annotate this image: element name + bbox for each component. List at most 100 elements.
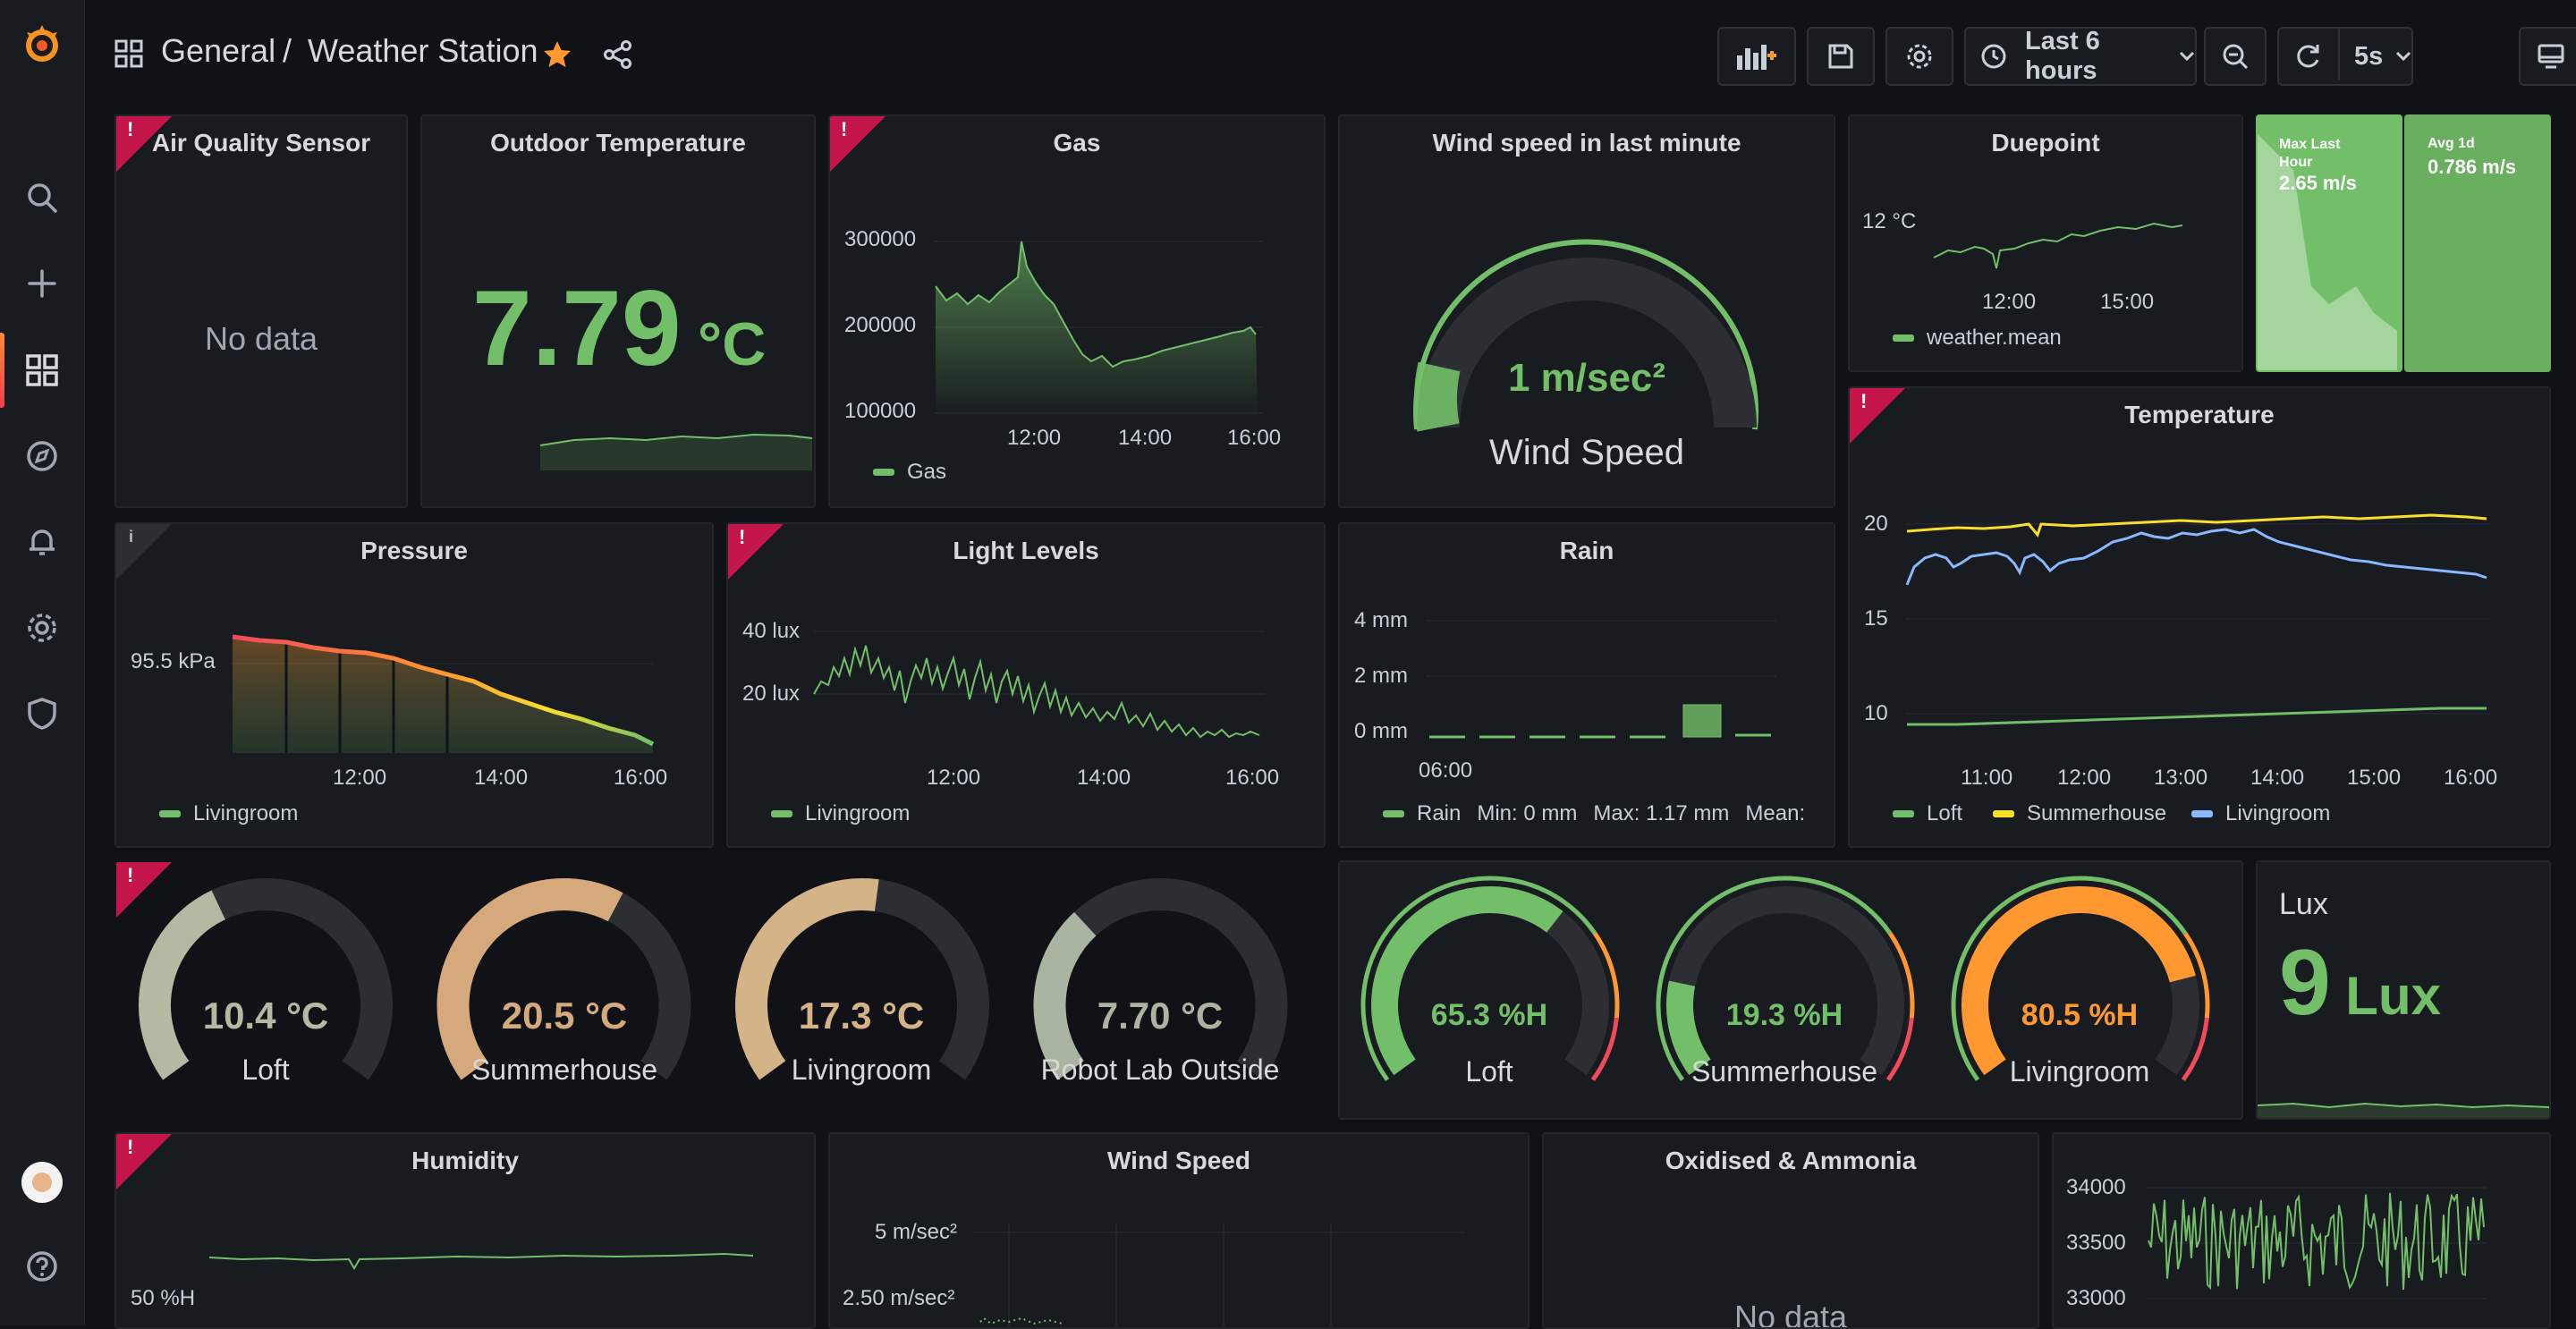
add-panel-button[interactable] — [1717, 27, 1796, 86]
panel-title[interactable]: Humidity — [411, 1147, 519, 1174]
gauge-threshold — [1887, 932, 1915, 1019]
gauge-fill — [1962, 886, 2196, 1076]
panel-lux[interactable]: Lux 9 Lux — [2256, 860, 2551, 1120]
gauge-chart — [1413, 239, 1758, 432]
share-icon[interactable] — [603, 39, 633, 74]
zoom-out-button[interactable] — [2204, 27, 2267, 86]
y-tick: 20 lux — [742, 681, 801, 706]
legend-item[interactable]: Livingroom — [771, 801, 910, 826]
panel-title[interactable]: Light Levels — [953, 537, 1099, 564]
panel-gas-series[interactable]: 34000 33500 33000 — [2052, 1132, 2551, 1329]
legend-min: Min: 0 mm — [1477, 801, 1578, 825]
legend-item[interactable]: Loft — [1893, 801, 1962, 826]
chevron-down-icon — [2396, 51, 2411, 62]
panel-rain[interactable]: Rain 4 mm 2 mm 0 mm 06:00 Rain Min: 0 mm… — [1338, 522, 1835, 848]
plus-icon[interactable] — [20, 261, 64, 306]
legend-max: Max: 1.17 mm — [1593, 801, 1730, 825]
dashboard-title[interactable]: Weather Station — [308, 32, 538, 69]
no-data-message: No data — [1733, 1299, 1848, 1329]
gauge-threshold — [2182, 932, 2210, 1019]
panel-temperature-gauges[interactable]: ! 10.4 °C Loft 20.5 °C Summerhouse 17.3 … — [114, 860, 1326, 1120]
panel-title[interactable]: Oxidised & Ammonia — [1665, 1147, 1917, 1174]
panel-max-last-hour[interactable]: Max Last Hour 2.65 m/s — [2256, 114, 2402, 372]
panel-title[interactable]: Outdoor Temperature — [490, 129, 746, 157]
panel-wind-speed[interactable]: Wind Speed 5 m/sec² 2.50 m/sec² — [828, 1132, 1530, 1329]
x-tick: 12:00 — [1007, 426, 1062, 450]
configuration-icon[interactable] — [20, 605, 64, 650]
panel-gas[interactable]: ! Gas 300000 200000 100000 12:00 14:00 1… — [828, 114, 1326, 508]
shield-icon[interactable] — [20, 691, 64, 736]
gauge-threshold — [1360, 876, 1597, 1081]
panel-title[interactable]: Air Quality Sensor — [151, 129, 371, 157]
x-tick: 06:00 — [1419, 758, 1473, 783]
duepoint-chart — [1933, 222, 2183, 269]
panel-title[interactable]: Duepoint — [1991, 129, 2100, 157]
time-picker[interactable]: Last 6 hours — [1964, 27, 2197, 86]
panel-avg-1d[interactable]: Avg 1d 0.786 m/s — [2404, 114, 2551, 372]
y-tick: 34000 — [2066, 1175, 2126, 1199]
legend-item[interactable]: Rain Min: 0 mm Max: 1.17 mm Mean: — [1383, 801, 1805, 826]
legend-item[interactable]: Summerhouse — [1993, 801, 2166, 826]
alert-corner[interactable]: ! — [116, 1134, 172, 1189]
star-icon[interactable] — [542, 39, 572, 74]
info-corner[interactable]: i — [116, 524, 172, 580]
alert-corner[interactable]: ! — [830, 116, 886, 172]
panel-title[interactable]: Wind Speed — [1107, 1147, 1250, 1174]
dashboards-icon[interactable] — [20, 348, 64, 393]
panel-air-quality[interactable]: ! Air Quality Sensor No data — [114, 114, 408, 508]
sidebar — [0, 0, 85, 1325]
alert-corner[interactable]: ! — [116, 862, 172, 918]
panel-title[interactable]: Temperature — [2124, 401, 2275, 428]
panel-temperature[interactable]: ! Temperature 20 15 10 11:00 12:00 13:00… — [1848, 386, 2551, 848]
alert-corner[interactable]: ! — [728, 524, 784, 580]
alerting-icon[interactable] — [20, 520, 64, 564]
legend-label: weather.mean — [1927, 326, 2062, 350]
series-line — [2148, 1192, 2485, 1291]
stat-label: Avg 1d — [2428, 136, 2475, 151]
grafana-logo-icon[interactable] — [20, 21, 64, 66]
tv-mode-button[interactable] — [2519, 27, 2576, 86]
gauge-value: 20.5 °C — [501, 995, 628, 1037]
panel-oxidised-ammonia[interactable]: Oxidised & Ammonia No data — [1542, 1132, 2039, 1329]
panel-pressure[interactable]: i Pressure 95.5 kPa 12:00 14:00 16:00 Li… — [114, 522, 714, 848]
panel-title[interactable]: Pressure — [360, 537, 468, 564]
explore-icon[interactable] — [20, 434, 64, 478]
gauge-track — [1666, 886, 1904, 1076]
y-tick: 2.50 m/sec² — [843, 1286, 955, 1310]
avatar[interactable] — [20, 1160, 64, 1205]
legend-label: Livingroom — [805, 801, 911, 825]
panel-wind-gauge[interactable]: Wind speed in last minute 1 m/sec² Wind … — [1338, 114, 1835, 508]
alert-corner[interactable]: ! — [1850, 388, 1905, 444]
sparkline — [2258, 1102, 2549, 1118]
gauge-threshold — [1590, 1017, 1619, 1081]
search-icon[interactable] — [20, 175, 64, 220]
gear-icon — [1907, 44, 1932, 69]
alert-corner[interactable]: ! — [116, 116, 172, 172]
panel-title[interactable]: Gas — [1053, 129, 1101, 157]
y-tick: 0 mm — [1354, 719, 1408, 743]
help-icon[interactable] — [20, 1244, 64, 1289]
y-tick: 2 mm — [1354, 664, 1408, 688]
y-tick: 10 — [1864, 701, 1888, 725]
panel-light-levels[interactable]: ! Light Levels 40 lux 20 lux 12:00 14:00… — [726, 522, 1326, 848]
panel-humidity-gauges[interactable]: 65.3 %H Loft 19.3 %H Summerhouse 80.5 %H… — [1338, 860, 2243, 1120]
legend-item[interactable]: Gas — [873, 460, 946, 485]
gas-series-chart — [2147, 1187, 2487, 1299]
gauge-label: Loft — [1465, 1055, 1513, 1088]
legend-item[interactable]: Livingroom — [159, 801, 298, 826]
panel-humidity[interactable]: ! Humidity 50 %H — [114, 1132, 816, 1329]
refresh-picker[interactable]: 5s — [2277, 27, 2413, 86]
panel-outdoor-temperature[interactable]: Outdoor Temperature 7.79 °C — [420, 114, 816, 508]
panel-title[interactable]: Wind speed in last minute — [1432, 129, 1741, 157]
panel-duepoint[interactable]: Duepoint 12 °C 12:00 15:00 weather.mean — [1848, 114, 2243, 372]
save-button[interactable] — [1807, 27, 1875, 86]
zoom-out-icon — [2223, 44, 2249, 70]
x-tick: 16:00 — [614, 766, 668, 790]
y-tick: 200000 — [844, 313, 917, 337]
refresh-interval: 5s — [2354, 41, 2384, 71]
legend-item[interactable]: weather.mean — [1893, 326, 2062, 351]
panel-title[interactable]: Rain — [1559, 537, 1614, 564]
legend-item[interactable]: Livingroom — [2191, 801, 2330, 826]
breadcrumb-folder[interactable]: General — [161, 32, 276, 69]
settings-button[interactable] — [1885, 27, 1953, 86]
